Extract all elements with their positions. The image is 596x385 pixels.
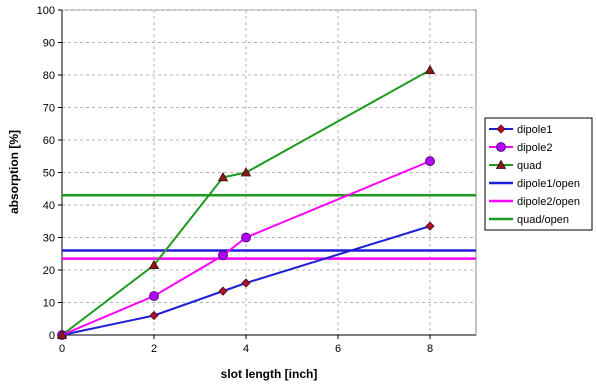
legend-item-quad-open: quad/open xyxy=(517,214,569,226)
data-point-quad xyxy=(424,64,436,75)
y-tick-label: 40 xyxy=(43,200,55,212)
legend-item-dipole1-open: dipole1/open xyxy=(517,178,580,190)
legend-box xyxy=(484,117,593,231)
reference-lines xyxy=(62,194,476,260)
y-tick-label: 30 xyxy=(43,233,55,245)
y-tick-label: 70 xyxy=(43,103,55,115)
data-point-dipole1 xyxy=(241,278,251,288)
y-tick-labels: 0 10 20 30 40 50 60 70 80 90 100 xyxy=(37,5,62,342)
legend: dipole1 dipole2 quad dipole1/open dipole2/op… xyxy=(484,117,593,231)
x-tick-labels: 0 2 4 6 8 xyxy=(59,335,433,355)
legend-item-dipole2: dipole2 xyxy=(517,142,552,154)
data-point-quad xyxy=(148,259,160,270)
legend-item-dipole1: dipole1 xyxy=(517,124,552,136)
y-tick-label: 60 xyxy=(43,135,55,147)
x-tick-label: 8 xyxy=(427,343,433,355)
data-point-quad xyxy=(56,329,68,339)
data-point-dipole2 xyxy=(218,250,228,261)
data-point-dipole2 xyxy=(149,291,159,301)
y-axis-label: absorption [%] xyxy=(7,130,21,214)
grid-lines xyxy=(62,9,476,335)
data-point-dipole1 xyxy=(149,310,159,321)
y-tick-label: 100 xyxy=(37,5,55,17)
data-point-dipole1 xyxy=(425,221,435,231)
y-tick-label: 80 xyxy=(43,70,55,82)
x-tick-label: 6 xyxy=(335,343,341,355)
legend-marker xyxy=(495,159,507,169)
y-tick-label: 90 xyxy=(43,38,55,50)
x-tick-label: 2 xyxy=(151,343,157,355)
legend-marker xyxy=(496,142,506,152)
series-markers xyxy=(56,64,436,340)
legend-marker xyxy=(496,124,506,134)
x-tick-label: 0 xyxy=(59,343,65,355)
y-tick-label: 20 xyxy=(43,265,55,277)
y-tick-label: 10 xyxy=(43,298,55,310)
legend-item-quad: quad xyxy=(517,160,541,172)
data-point-quad xyxy=(217,172,229,182)
data-point-quad xyxy=(240,167,252,177)
y-tick-label: 0 xyxy=(49,330,55,342)
data-point-dipole1 xyxy=(218,286,228,296)
x-tick-label: 4 xyxy=(243,343,249,355)
data-point-dipole2 xyxy=(241,232,251,243)
x-axis-label: slot length [inch] xyxy=(221,367,318,381)
legend-item-dipole2-open: dipole2/open xyxy=(517,196,580,208)
data-point-dipole2 xyxy=(425,156,435,167)
y-tick-label: 50 xyxy=(43,168,55,180)
